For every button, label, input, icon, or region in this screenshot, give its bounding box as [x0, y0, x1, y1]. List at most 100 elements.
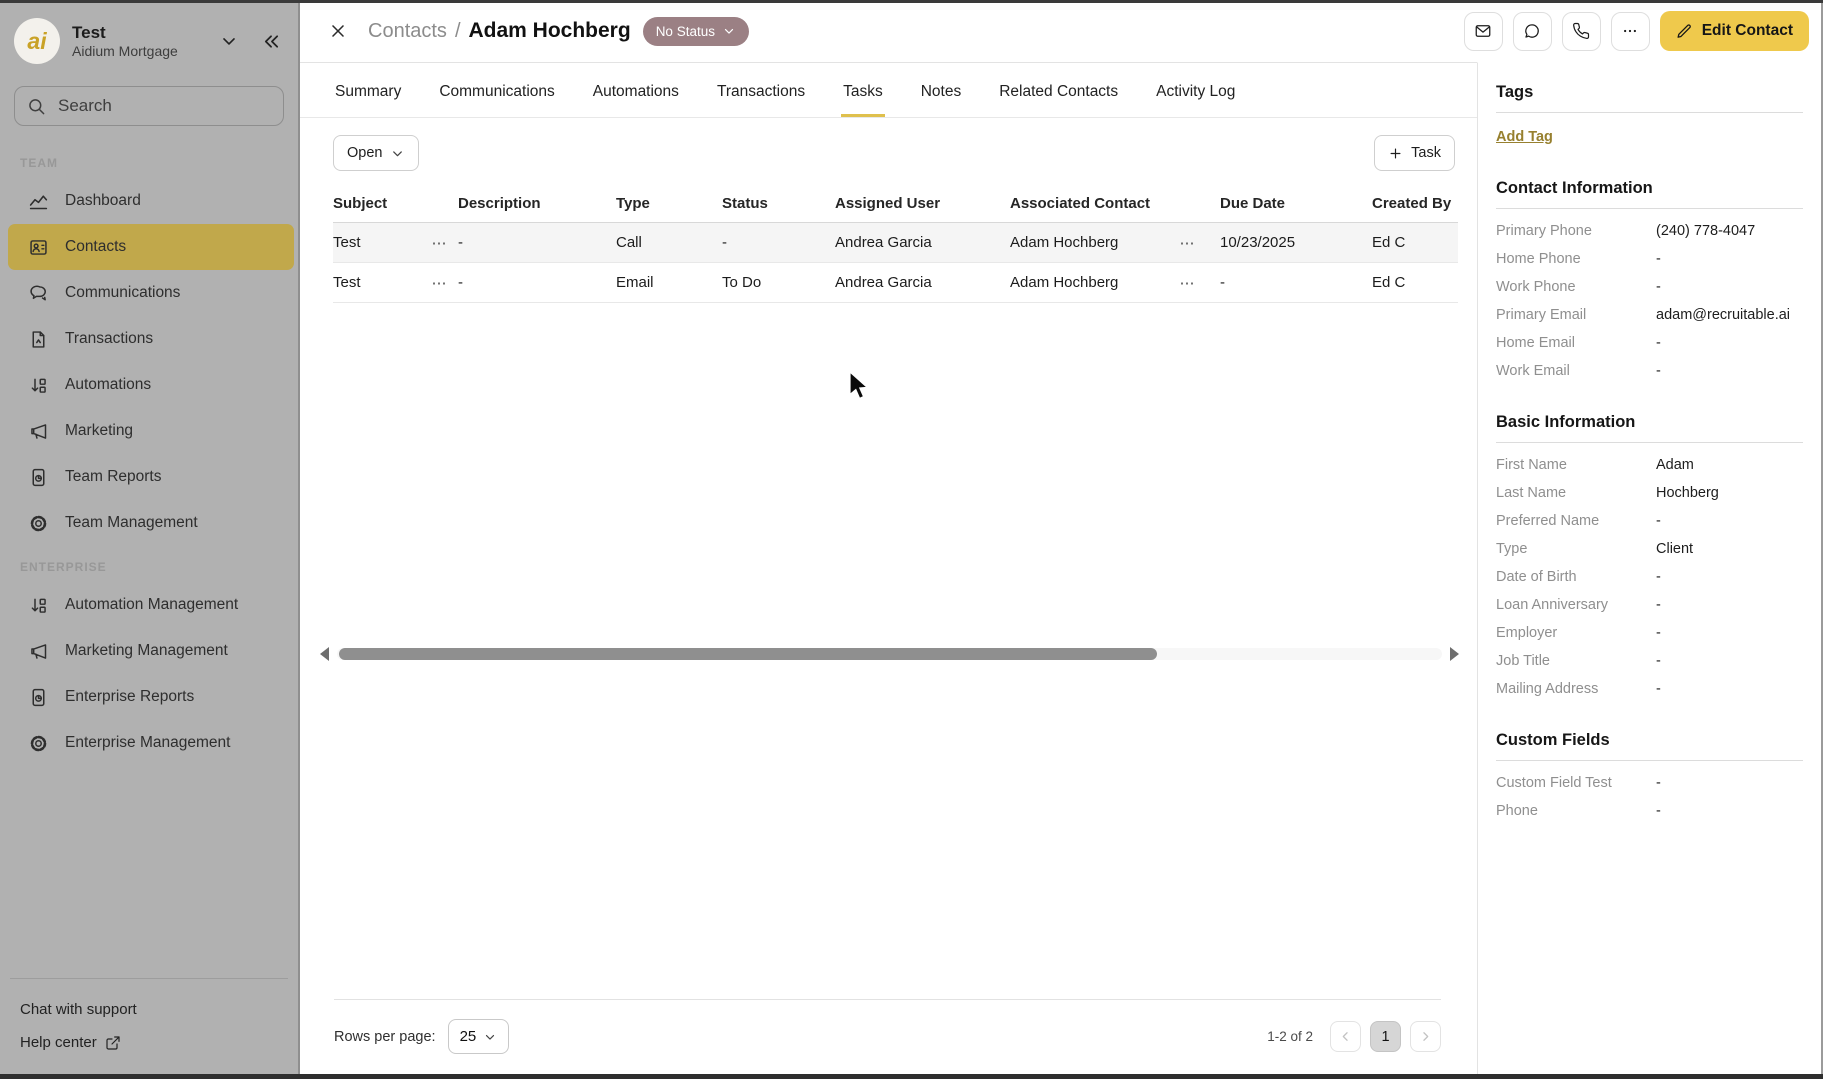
- column-header-type[interactable]: Type: [616, 195, 650, 212]
- field-value: -: [1656, 363, 1661, 379]
- call-button[interactable]: [1561, 11, 1601, 51]
- field-label: Preferred Name: [1496, 513, 1600, 529]
- org-switcher[interactable]: ai Test Aidium Mortgage: [0, 12, 298, 68]
- field-row: Primary Email adam@recruitable.ai: [1496, 307, 1803, 324]
- search-input[interactable]: [58, 96, 238, 116]
- field-label: Loan Anniversary: [1496, 597, 1609, 613]
- plus-icon: [1388, 146, 1403, 161]
- sidebar-item-automation-management[interactable]: Automation Management: [8, 582, 294, 628]
- scroll-right-icon[interactable]: [1450, 647, 1459, 661]
- sidebar-item-enterprise-reports[interactable]: Enterprise Reports: [8, 674, 294, 720]
- task-assigned-user: Andrea Garcia: [835, 274, 932, 291]
- field-row: First Name Adam: [1496, 457, 1803, 474]
- tab-notes[interactable]: Notes: [920, 83, 962, 100]
- scrollbar-track[interactable]: [337, 648, 1442, 660]
- close-icon[interactable]: [324, 17, 352, 45]
- basic-information-section: Basic Information First Name Adam Last Na…: [1496, 413, 1803, 698]
- column-header-created-by[interactable]: Created By: [1372, 195, 1452, 212]
- row-menu-icon[interactable]: ⋯: [1179, 274, 1196, 292]
- sidebar-item-label: Contacts: [65, 238, 127, 255]
- edit-contact-button[interactable]: Edit Contact: [1659, 11, 1809, 51]
- contact-actions: Edit Contact: [1463, 11, 1809, 51]
- field-label: Employer: [1496, 625, 1558, 641]
- row-menu-icon[interactable]: ⋯: [1179, 234, 1196, 252]
- org-chevron-down-icon[interactable]: [215, 27, 243, 55]
- current-page-button[interactable]: 1: [1370, 1021, 1401, 1052]
- field-label: Home Email: [1496, 335, 1575, 351]
- pencil-icon: [1676, 23, 1693, 40]
- pagination-bar: Rows per page: 25 1-2 of 2 1: [334, 999, 1441, 1079]
- tab-related-contacts[interactable]: Related Contacts: [999, 83, 1119, 100]
- field-value: -: [1656, 251, 1661, 267]
- field-value: -: [1656, 775, 1661, 791]
- breadcrumb-contacts[interactable]: Contacts: [368, 19, 447, 42]
- sidebar-item-dashboard[interactable]: Dashboard: [8, 178, 294, 224]
- scroll-left-icon[interactable]: [320, 647, 329, 661]
- field-value: Client: [1656, 541, 1694, 557]
- field-value: -: [1656, 681, 1661, 697]
- chat-with-support-link[interactable]: Chat with support: [20, 993, 278, 1026]
- chart-line-icon: [28, 191, 49, 212]
- sidebar-footer: Chat with support Help center: [10, 978, 288, 1079]
- chat-bubble-icon: [1523, 22, 1541, 40]
- tasks-panel: Summary Communications Automations Trans…: [300, 62, 1477, 1079]
- sidebar-item-enterprise-management[interactable]: Enterprise Management: [8, 720, 294, 766]
- tab-activity-log[interactable]: Activity Log: [1156, 83, 1236, 100]
- table-row[interactable]: Test ⋯ - Email To Do Andrea Garcia Adam …: [333, 263, 1458, 303]
- sidebar-item-automations[interactable]: Automations: [8, 362, 294, 408]
- previous-page-button[interactable]: [1330, 1021, 1361, 1052]
- column-header-due-date[interactable]: Due Date: [1220, 195, 1286, 212]
- task-filter-dropdown[interactable]: Open: [333, 135, 420, 171]
- task-description: -: [458, 234, 463, 251]
- sms-button[interactable]: [1512, 11, 1552, 51]
- field-label: Type: [1496, 541, 1528, 557]
- scrollbar-thumb[interactable]: [339, 648, 1157, 660]
- contact-tabs: Summary Communications Automations Trans…: [300, 63, 1477, 118]
- external-link-icon: [105, 1035, 121, 1051]
- sidebar-item-label: Dashboard: [65, 192, 141, 209]
- window-right-edge: [1821, 0, 1823, 1079]
- status-badge[interactable]: No Status: [642, 16, 749, 46]
- rows-per-page: Rows per page: 25: [334, 1019, 510, 1054]
- email-button[interactable]: [1463, 11, 1503, 51]
- sidebar-nav: TEAM Dashboard Contacts Communications T…: [0, 142, 298, 978]
- column-header-description[interactable]: Description: [458, 195, 541, 212]
- tasks-toolbar: Open Task: [300, 118, 1477, 185]
- sidebar-item-team-reports[interactable]: Team Reports: [8, 454, 294, 500]
- help-center-link[interactable]: Help center: [20, 1026, 278, 1059]
- tab-communications[interactable]: Communications: [439, 83, 555, 100]
- field-row: Last Name Hochberg: [1496, 485, 1803, 502]
- add-task-button[interactable]: Task: [1374, 135, 1455, 171]
- sidebar-item-marketing-management[interactable]: Marketing Management: [8, 628, 294, 674]
- tab-summary[interactable]: Summary: [335, 83, 402, 100]
- column-header-associated-contact[interactable]: Associated Contact: [1010, 195, 1151, 212]
- task-associated-contact: Adam Hochberg: [1010, 274, 1119, 291]
- sidebar-item-marketing[interactable]: Marketing: [8, 408, 294, 454]
- column-header-status[interactable]: Status: [722, 195, 768, 212]
- chat-bubbles-icon: [28, 283, 49, 304]
- rows-per-page-select[interactable]: 25: [447, 1019, 510, 1054]
- add-tag-link[interactable]: Add Tag: [1496, 129, 1553, 145]
- sidebar-collapse-icon[interactable]: [257, 27, 286, 56]
- more-actions-button[interactable]: [1610, 11, 1650, 51]
- row-menu-icon[interactable]: ⋯: [431, 234, 448, 252]
- status-badge-label: No Status: [655, 23, 715, 39]
- column-header-assigned-user[interactable]: Assigned User: [835, 195, 941, 212]
- sidebar-item-team-management[interactable]: Team Management: [8, 500, 294, 546]
- tab-transactions[interactable]: Transactions: [716, 83, 806, 100]
- sidebar-item-contacts[interactable]: Contacts: [8, 224, 294, 270]
- row-menu-icon[interactable]: ⋯: [431, 274, 448, 292]
- next-page-button[interactable]: [1410, 1021, 1441, 1052]
- org-name: Test: [72, 22, 106, 42]
- sidebar-item-communications[interactable]: Communications: [8, 270, 294, 316]
- sidebar-item-label: Marketing Management: [65, 642, 228, 659]
- sidebar-item-transactions[interactable]: Transactions: [8, 316, 294, 362]
- column-header-subject[interactable]: Subject: [333, 195, 388, 212]
- tab-tasks[interactable]: Tasks: [841, 63, 885, 117]
- task-type: Email: [616, 274, 654, 291]
- task-status: To Do: [722, 274, 762, 291]
- tab-automations[interactable]: Automations: [592, 83, 679, 100]
- sidebar-search[interactable]: [14, 86, 284, 126]
- table-row[interactable]: Test ⋯ - Call - Andrea Garcia Adam Hochb…: [333, 223, 1458, 263]
- chat-support-label: Chat with support: [20, 1001, 137, 1018]
